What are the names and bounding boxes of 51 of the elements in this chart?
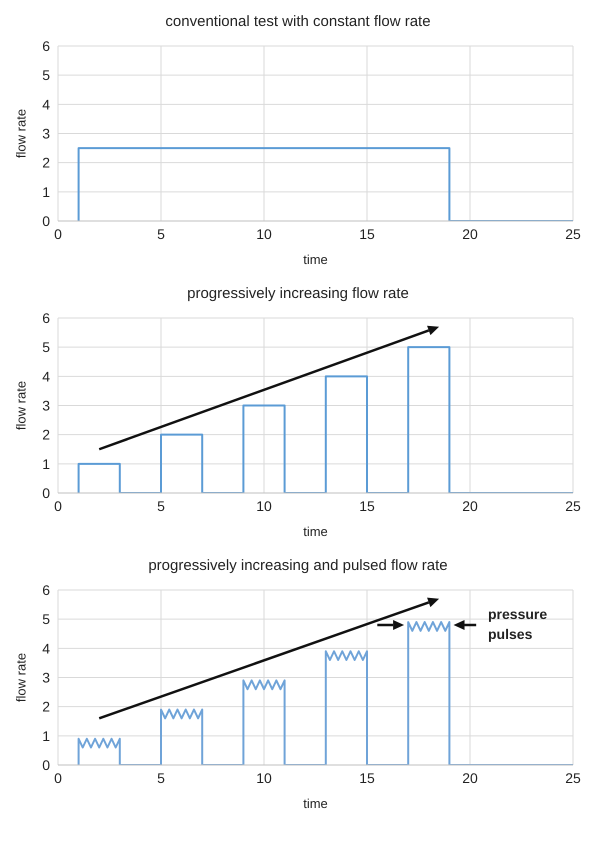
y-tick-label: 1 [42, 728, 50, 744]
x-tick-label: 10 [256, 498, 272, 514]
line-series [78, 621, 573, 765]
x-tick-label: 15 [359, 770, 375, 786]
x-tick-label: 15 [359, 498, 375, 514]
y-axis-title: flow rate [14, 108, 29, 158]
y-tick-label: 2 [42, 698, 50, 715]
chart-title: progressively increasing and pulsed flow rate [147, 556, 449, 576]
y-tick-label: 5 [42, 339, 50, 356]
x-axis-title: time [303, 252, 328, 267]
y-tick-label: 3 [42, 125, 50, 142]
y-tick-label: 1 [42, 184, 50, 200]
x-tick-label: 25 [565, 226, 581, 242]
y-tick-label: 6 [42, 310, 50, 326]
x-tick-label: 5 [157, 770, 166, 786]
y-tick-label: 4 [42, 368, 50, 384]
line-series [78, 346, 573, 493]
annotation: pressure pulses [488, 605, 548, 644]
y-tick-label: 1 [42, 456, 50, 472]
x-tick-label: 25 [565, 498, 581, 514]
x-tick-label: 0 [54, 498, 62, 514]
y-tick-label: 5 [42, 67, 50, 84]
y-tick-label: 6 [42, 582, 50, 598]
chart-title: progressively increasing flow rate [186, 284, 410, 304]
x-tick-label: 10 [256, 226, 272, 242]
y-tick-label: 0 [42, 212, 50, 229]
y-axis-title: flow rate [14, 380, 29, 430]
y-tick-label: 6 [42, 38, 50, 54]
x-tick-label: 0 [54, 226, 62, 242]
x-tick-label: 20 [462, 498, 478, 514]
y-tick-label: 3 [42, 397, 50, 414]
x-tick-label: 20 [462, 770, 478, 786]
x-tick-label: 0 [54, 770, 62, 786]
x-tick-label: 25 [565, 770, 581, 786]
x-axis-title: time [303, 524, 328, 539]
y-tick-label: 5 [42, 611, 50, 628]
y-tick-label: 0 [42, 756, 50, 773]
x-tick-label: 10 [256, 770, 272, 786]
y-tick-label: 4 [42, 96, 50, 112]
x-tick-label: 15 [359, 226, 375, 242]
y-tick-label: 2 [42, 426, 50, 443]
y-tick-label: 3 [42, 669, 50, 686]
chart-title: conventional test with constant flow rate [164, 12, 432, 32]
x-tick-label: 20 [462, 226, 478, 242]
x-tick-label: 5 [157, 226, 166, 242]
y-tick-label: 0 [42, 484, 50, 501]
y-tick-label: 4 [42, 640, 50, 656]
x-tick-label: 5 [157, 498, 166, 514]
x-axis-title: time [303, 796, 328, 811]
y-tick-label: 2 [42, 154, 50, 171]
y-axis-title: flow rate [14, 652, 29, 702]
